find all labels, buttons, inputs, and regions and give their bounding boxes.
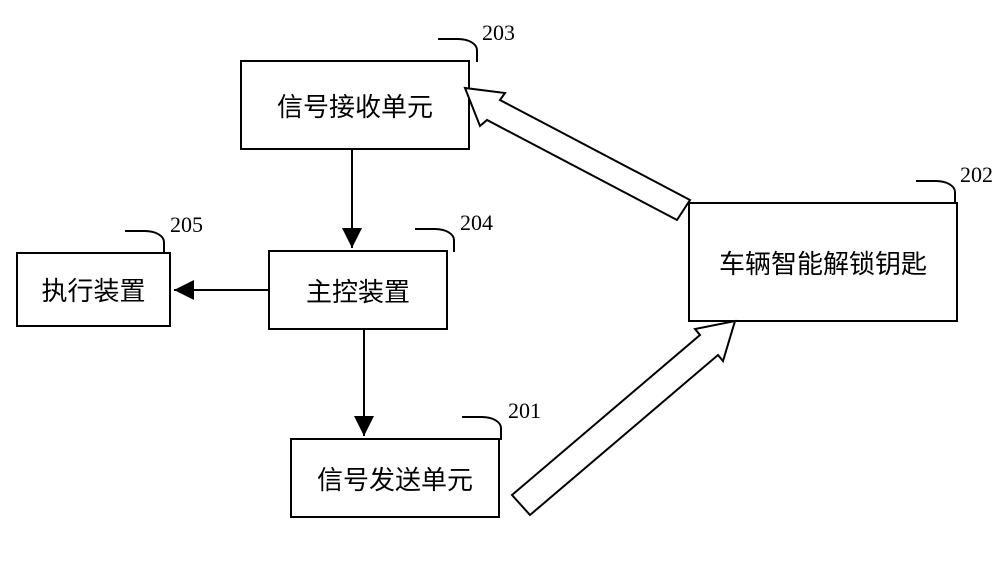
- block-arrow-202-to-203: [0, 0, 1000, 578]
